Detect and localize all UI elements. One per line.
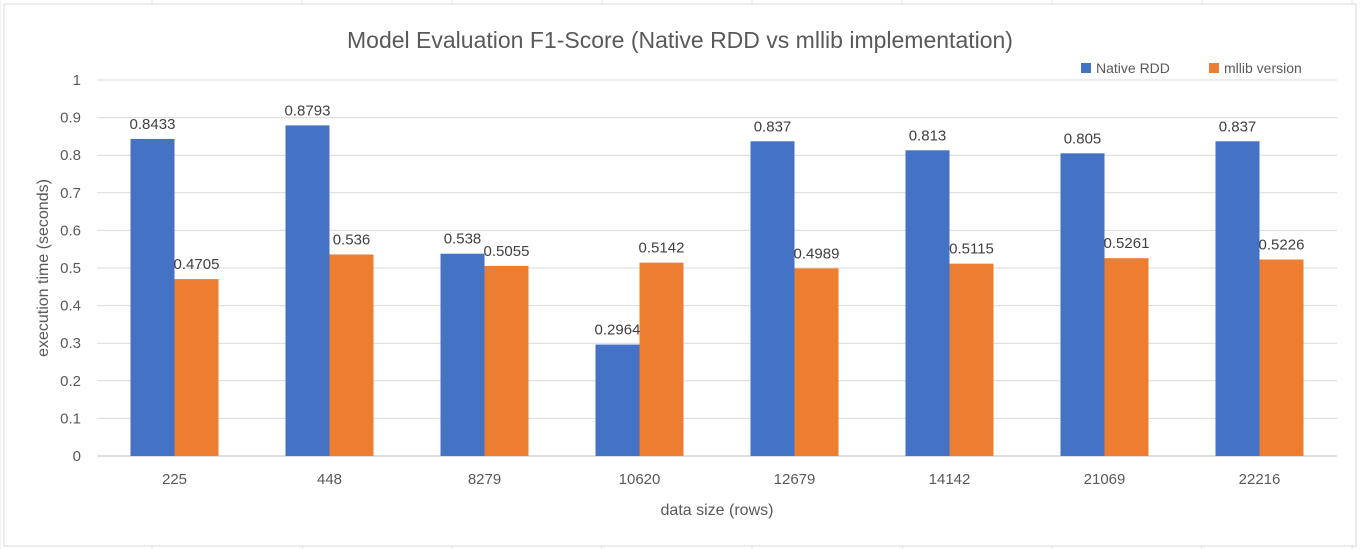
legend-swatch (1209, 63, 1219, 73)
bar-native-rdd (285, 125, 330, 456)
y-tick-label: 0.7 (60, 185, 81, 202)
bar-mllib-version (484, 265, 529, 456)
x-tick-label: 21069 (1084, 471, 1126, 488)
bar-mllib-version (174, 279, 219, 456)
data-label: 0.837 (754, 118, 792, 135)
data-label: 0.5261 (1104, 235, 1150, 252)
y-axis-ticks: 0 0.1 0.2 0.3 0.4 0.5 0.6 0.7 0.8 0.9 1 (60, 72, 81, 465)
data-label: 0.8433 (130, 116, 176, 133)
bar-native-rdd (595, 344, 640, 456)
bars (130, 125, 1304, 457)
y-tick-label: 0.2 (60, 373, 81, 390)
y-tick-label: 0 (73, 448, 81, 465)
x-tick-label: 22216 (1239, 471, 1281, 488)
data-label: 0.4705 (174, 256, 220, 273)
data-label: 0.813 (909, 127, 947, 144)
data-label: 0.4989 (794, 245, 840, 262)
bar-native-rdd (905, 150, 950, 456)
bar-native-rdd (440, 253, 485, 456)
bar-mllib-version (1259, 259, 1304, 456)
bar-mllib-version (639, 262, 684, 456)
x-tick-label: 14142 (929, 471, 971, 488)
y-tick-label: 0.5 (60, 260, 81, 277)
legend: Native RDD mllib version (1081, 60, 1302, 76)
bar-native-rdd (1060, 153, 1105, 456)
legend-swatch (1081, 63, 1091, 73)
data-label: 0.5115 (949, 241, 994, 258)
data-label: 0.837 (1219, 118, 1257, 135)
bar-mllib-version (949, 263, 994, 456)
data-label: 0.5142 (639, 240, 685, 257)
x-axis-ticks: 225 448 8279 10620 12679 14142 21069 22216 (162, 471, 1280, 488)
bar-native-rdd (130, 138, 175, 457)
y-axis-title: execution time (seconds) (35, 179, 52, 357)
y-tick-label: 0.1 (60, 410, 81, 427)
data-label: 0.538 (444, 231, 482, 248)
data-label: 0.536 (333, 231, 371, 248)
bar-native-rdd (750, 141, 795, 456)
data-label: 0.805 (1064, 130, 1102, 147)
chart-title: Model Evaluation F1-Score (Native RDD vs… (347, 27, 1013, 53)
legend-label: Native RDD (1096, 60, 1170, 76)
legend-label: mllib version (1224, 60, 1302, 76)
y-tick-label: 0.8 (60, 147, 81, 164)
x-tick-label: 225 (162, 471, 187, 488)
y-tick-label: 0.6 (60, 222, 81, 239)
x-tick-label: 10620 (619, 471, 661, 488)
data-label: 0.8793 (285, 102, 331, 119)
y-tick-label: 0.9 (60, 110, 81, 127)
y-tick-label: 0.4 (60, 298, 81, 315)
bar-native-rdd (1215, 141, 1260, 456)
data-label: 0.2964 (595, 322, 641, 339)
y-tick-label: 0.3 (60, 335, 81, 352)
bar-mllib-version (794, 268, 839, 456)
data-label: 0.5055 (484, 243, 530, 260)
x-tick-label: 448 (317, 471, 342, 488)
x-axis-title: data size (rows) (661, 502, 774, 519)
y-tick-label: 1 (73, 72, 81, 89)
x-tick-label: 12679 (774, 471, 816, 488)
data-label: 0.5226 (1259, 237, 1305, 254)
bar-mllib-version (1104, 258, 1149, 456)
x-tick-label: 8279 (468, 471, 501, 488)
bar-mllib-version (329, 254, 374, 456)
